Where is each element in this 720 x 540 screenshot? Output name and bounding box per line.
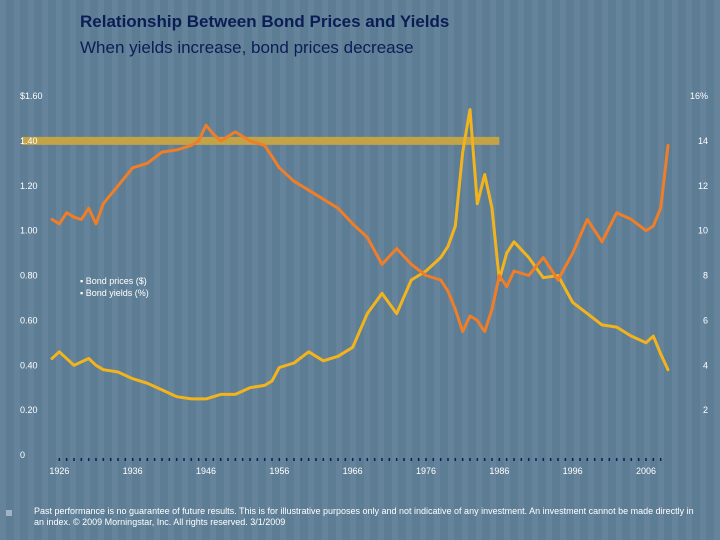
x-tick-label: 1996 [563, 466, 583, 476]
footer-bullet [6, 510, 12, 516]
chart-title: Relationship Between Bond Prices and Yie… [80, 12, 450, 31]
legend-item: ▪ Bond yields (%) [80, 288, 149, 298]
right-tick-label: 16% [690, 91, 708, 101]
right-tick-label: 2 [703, 405, 708, 415]
x-tick-label: 2006 [636, 466, 656, 476]
bond-chart: 0 0.20 0.40 0.60 0.80 1.00 1.20 1.40 $1.60 2 4 6 8 10… [20, 91, 708, 476]
right-tick-label: 12 [698, 181, 708, 191]
chart-subtitle: When yields increase, bond prices decrea… [80, 38, 414, 57]
right-tick-label: 14 [698, 136, 708, 146]
left-tick-label: 1.40 [20, 136, 38, 146]
right-tick-label: 8 [703, 271, 708, 281]
left-tick-label: 0 [20, 450, 25, 460]
left-tick-label: 0.40 [20, 360, 38, 370]
x-tick-label: 1926 [49, 466, 69, 476]
right-tick-label: 6 [703, 315, 708, 325]
x-tick-label: 1986 [489, 466, 509, 476]
highlight-band [22, 136, 500, 145]
left-tick-label: 0.80 [20, 271, 38, 281]
left-tick-label: $1.60 [20, 91, 43, 101]
x-tick-label: 1966 [343, 466, 363, 476]
left-tick-label: 0.60 [20, 315, 38, 325]
bond-yields-line [50, 108, 670, 401]
left-tick-label: 1.00 [20, 226, 38, 236]
x-tick-label: 1946 [196, 466, 216, 476]
footer-disclaimer: Past performance is no guarantee of futu… [34, 506, 694, 527]
right-tick-label: 4 [703, 360, 708, 370]
left-tick-label: 1.20 [20, 181, 38, 191]
x-tick-label: 1936 [123, 466, 143, 476]
x-tick-label: 1956 [269, 466, 289, 476]
legend-item: ▪ Bond prices ($) [80, 276, 147, 286]
left-tick-label: 0.20 [20, 405, 38, 415]
right-tick-label: 10 [698, 226, 708, 236]
x-tick-label: 1976 [416, 466, 436, 476]
bond-prices-line [50, 123, 670, 334]
